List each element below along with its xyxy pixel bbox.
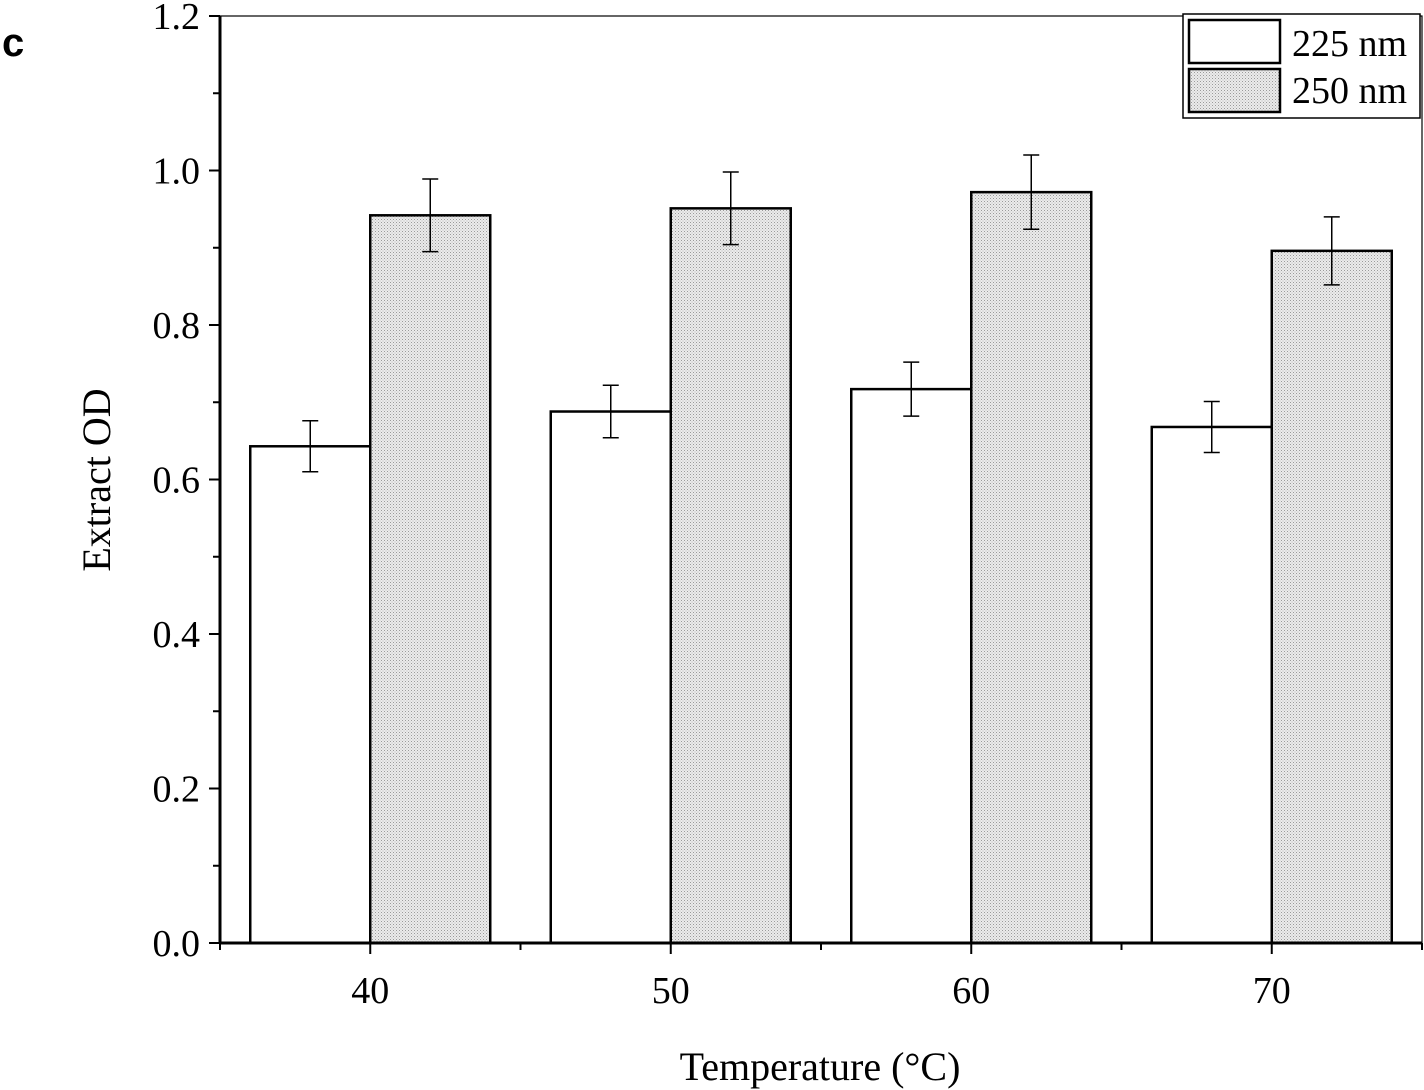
legend-label-225nm: 225 nm	[1292, 23, 1407, 65]
x-tick-label: 50	[652, 970, 690, 1012]
bar-70-225nm	[1150, 425, 1273, 945]
bars-group	[249, 190, 1393, 945]
x-axis-ticks: 40 50 60 70	[219, 943, 1423, 1012]
y-axis-ticks: 0.0 0.2 0.4 0.6 0.8 1.0 1.2	[153, 0, 220, 965]
y-tick-label: 1.2	[153, 0, 201, 38]
y-axis-title: Extract OD	[74, 388, 119, 571]
bar-60-225nm	[850, 387, 973, 945]
legend-swatch-250nm	[1187, 67, 1282, 114]
y-tick-label: 0.0	[153, 923, 201, 965]
legend: 225 nm 250 nm	[1182, 13, 1421, 119]
y-tick-label: 0.4	[153, 614, 201, 656]
y-tick-label: 0.6	[153, 460, 201, 502]
legend-swatch-225nm	[1187, 18, 1282, 65]
bar-50-250nm	[669, 207, 792, 945]
bar-50-225nm	[549, 410, 672, 945]
panel-label: c	[2, 21, 24, 65]
x-axis-title: Temperature (°C)	[680, 1044, 961, 1089]
x-tick-label: 70	[1253, 970, 1291, 1012]
y-tick-label: 0.2	[153, 769, 201, 811]
error-bars-group	[302, 154, 1340, 473]
bar-70-250nm	[1270, 249, 1393, 945]
x-tick-label: 40	[351, 970, 389, 1012]
y-tick-label: 1.0	[153, 151, 201, 193]
x-tick-label: 60	[952, 970, 990, 1012]
bar-40-225nm	[249, 445, 372, 945]
legend-label-250nm: 250 nm	[1292, 70, 1407, 112]
bar-40-250nm	[369, 214, 492, 945]
y-tick-label: 0.8	[153, 305, 201, 347]
bar-60-250nm	[970, 190, 1093, 945]
